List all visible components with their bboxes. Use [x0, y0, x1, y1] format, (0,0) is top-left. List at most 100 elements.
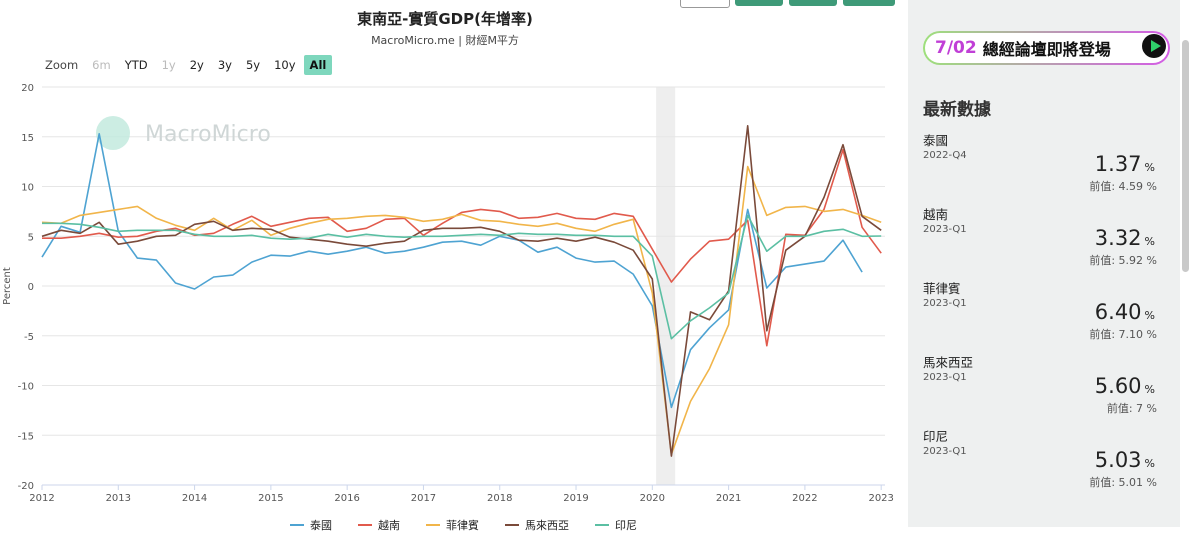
banner-text: 總經論壇即將登場	[982, 40, 1111, 59]
x-tick-label: 2015	[258, 493, 283, 504]
value-number: 3.32	[1094, 226, 1142, 250]
legend-item[interactable]: 馬來西亞	[505, 517, 569, 533]
latest-value: 5.03%	[1095, 448, 1155, 472]
zoom-bar: Zoom 6m YTD 1y 2y 3y 5y 10y All	[45, 55, 333, 75]
value-number: 5.03	[1094, 448, 1142, 472]
zoom-option: 1y	[161, 58, 176, 72]
legend-item[interactable]: 越南	[358, 517, 400, 533]
watermark-text: MacroMicro	[145, 122, 271, 147]
latest-data-item[interactable]: 印尼 2023-Q1 5.03% 前值: 5.01 %	[923, 426, 1163, 498]
y-tick-label: -15	[18, 431, 34, 442]
value-unit: %	[1144, 383, 1155, 396]
previous-value: 前值: 4.59 %	[1089, 180, 1157, 193]
scrollbar[interactable]	[1182, 40, 1189, 272]
y-tick-label: 20	[21, 83, 34, 94]
latest-data-item[interactable]: 越南 2023-Q1 3.32% 前值: 5.92 %	[923, 204, 1163, 276]
banner-date: 7/02	[935, 38, 977, 58]
legend-item[interactable]: 菲律賓	[426, 517, 479, 533]
chart-subtitle: MacroMicro.me | 財經M平方	[371, 34, 519, 47]
x-tick-label: 2021	[716, 493, 741, 504]
y-tick-label: 5	[28, 232, 34, 243]
latest-data-item[interactable]: 菲律賓 2023-Q1 6.40% 前值: 7.10 %	[923, 278, 1163, 350]
country-name: 泰國	[923, 133, 949, 148]
legend-swatch	[290, 524, 304, 526]
series-line	[41, 133, 863, 409]
value-number: 1.37	[1094, 152, 1142, 176]
y-tick-label: 15	[21, 133, 34, 144]
legend-item[interactable]: 印尼	[595, 517, 637, 533]
legend-label: 馬來西亞	[525, 519, 569, 532]
series-line	[42, 214, 882, 340]
previous-value: 前值: 5.92 %	[1089, 254, 1157, 267]
zoom-option[interactable]: 10y	[274, 58, 296, 72]
series-line	[42, 148, 882, 347]
latest-data-item[interactable]: 泰國 2022-Q4 1.37% 前值: 4.59 %	[923, 130, 1163, 202]
latest-value: 6.40%	[1095, 300, 1155, 324]
x-tick-label: 2022	[792, 493, 817, 504]
value-unit: %	[1144, 235, 1155, 248]
x-tick-label: 2018	[487, 493, 512, 504]
chart-panel: 東南亞-實質GDP(年增率) MacroMicro.me | 財經M平方 Zoo…	[2, 0, 895, 533]
previous-value: 前值: 5.01 %	[1089, 476, 1157, 489]
forum-banner[interactable]: 7/02 總經論壇即將登場	[923, 31, 1170, 65]
legend-label: 泰國	[310, 519, 332, 532]
watermark-logo	[96, 116, 130, 150]
x-tick-label: 2016	[334, 493, 359, 504]
legend: 泰國 越南 菲律賓 馬來西亞 印尼	[290, 517, 637, 533]
zoom-option[interactable]: 3y	[217, 58, 232, 72]
play-icon[interactable]	[1142, 34, 1166, 58]
latest-value: 5.60%	[1095, 374, 1155, 398]
previous-value: 前值: 7 %	[1106, 402, 1157, 415]
previous-value: 前值: 7.10 %	[1089, 328, 1157, 341]
toolbar-button[interactable]	[789, 0, 837, 6]
x-tick-label: 2020	[640, 493, 665, 504]
period-label: 2023-Q1	[923, 224, 967, 235]
x-tick-label: 2023	[868, 493, 893, 504]
zoom-option[interactable]: 5y	[245, 58, 261, 72]
period-label: 2023-Q1	[923, 298, 967, 309]
legend-swatch	[426, 524, 440, 526]
legend-swatch	[505, 524, 519, 526]
toolbar-button[interactable]	[843, 0, 895, 6]
y-tick-label: -5	[24, 332, 34, 343]
latest-value: 1.37%	[1095, 152, 1155, 176]
y-tick-label: -20	[18, 481, 34, 492]
value-number: 6.40	[1094, 300, 1142, 324]
series-line	[41, 125, 882, 457]
latest-data-item[interactable]: 馬來西亞 2023-Q1 5.60% 前值: 7 %	[923, 352, 1163, 424]
banner-content: 7/02 總經論壇即將登場	[925, 33, 1168, 63]
country-name: 菲律賓	[923, 281, 961, 296]
zoom-option[interactable]: All	[303, 55, 333, 75]
zoom-option[interactable]: YTD	[124, 58, 148, 72]
sidebar	[908, 0, 1180, 527]
x-tick-label: 2012	[29, 493, 54, 504]
period-label: 2023-Q1	[923, 372, 967, 383]
latest-value: 3.32%	[1095, 226, 1155, 250]
zoom-buttons: 6m YTD 1y 2y 3y 5y 10y All	[86, 55, 333, 75]
toolbar-button[interactable]	[735, 0, 783, 6]
series-line	[41, 165, 882, 455]
toolbar-button[interactable]	[680, 0, 730, 8]
zoom-label: Zoom	[45, 58, 79, 72]
legend-label: 越南	[378, 519, 400, 532]
zoom-option[interactable]: 2y	[189, 58, 204, 72]
y-tick-label: 0	[28, 282, 34, 293]
legend-label: 菲律賓	[446, 519, 479, 532]
value-unit: %	[1144, 309, 1155, 322]
y-tick-label: 10	[21, 183, 34, 194]
legend-swatch	[595, 524, 609, 526]
period-label: 2022-Q4	[923, 150, 967, 161]
country-name: 馬來西亞	[923, 355, 974, 370]
chart-title: 東南亞-實質GDP(年增率)	[357, 10, 533, 28]
legend-label: 印尼	[615, 519, 637, 532]
legend-item[interactable]: 泰國	[290, 517, 332, 533]
x-tick-label: 2019	[563, 493, 588, 504]
value-unit: %	[1144, 161, 1155, 174]
country-name: 印尼	[923, 429, 949, 444]
x-tick-label: 2017	[411, 493, 436, 504]
y-tick-label: -10	[18, 382, 34, 393]
zoom-option: 6m	[92, 58, 111, 72]
value-number: 5.60	[1094, 374, 1142, 398]
x-tick-label: 2014	[182, 493, 207, 504]
